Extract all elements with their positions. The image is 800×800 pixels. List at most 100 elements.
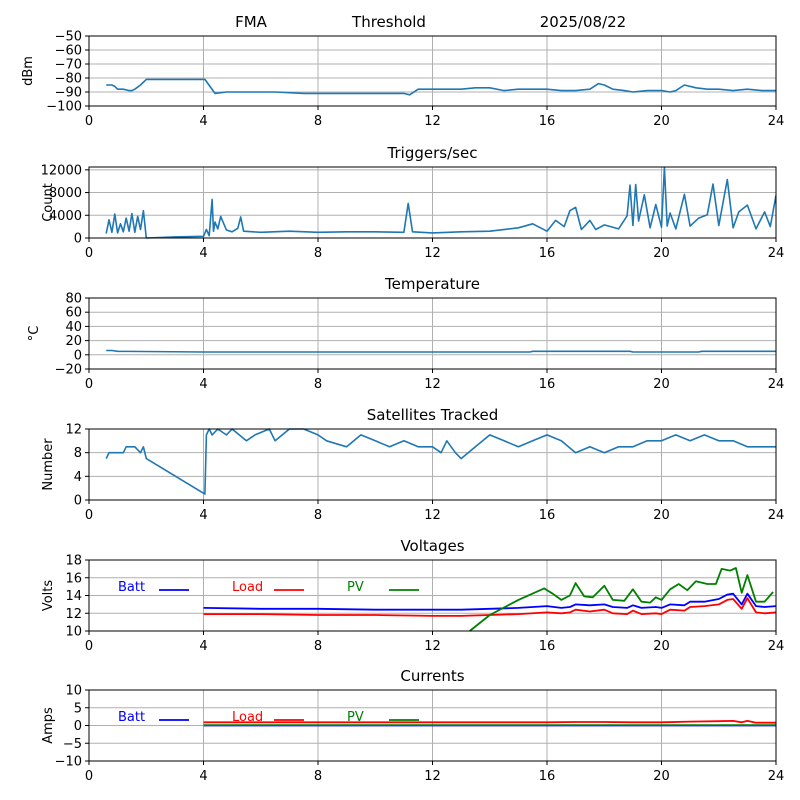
- y-tick-label: 12: [65, 423, 82, 438]
- y-tick-label: −70: [55, 58, 82, 73]
- x-tick-label: 16: [539, 508, 556, 523]
- x-tick-label: 12: [424, 246, 441, 261]
- panel-title: Satellites Tracked: [367, 406, 498, 424]
- y-tick-label: 8: [74, 446, 82, 461]
- series-line-currents-load: [203, 720, 776, 724]
- y-tick-label: 0: [74, 348, 82, 363]
- y-tick-label: 20: [65, 334, 82, 349]
- panel-title: Currents: [400, 667, 464, 685]
- x-tick-label: 4: [199, 508, 207, 523]
- y-tick-label: 0: [74, 719, 82, 734]
- legend-label-pv: PV: [347, 580, 364, 595]
- x-tick-label: 16: [539, 246, 556, 261]
- x-tick-label: 20: [653, 639, 670, 654]
- x-tick-label: 8: [314, 246, 322, 261]
- y-axis-label: dBm: [21, 56, 36, 86]
- series-line-triggers-0: [105, 166, 776, 239]
- x-tick-label: 20: [653, 114, 670, 129]
- y-tick-label: 12: [65, 607, 82, 622]
- x-tick-label: 16: [539, 114, 556, 129]
- x-tick-label: 12: [424, 639, 441, 654]
- x-tick-label: 8: [314, 639, 322, 654]
- x-tick-label: 4: [199, 639, 207, 654]
- y-axis-label: °C: [27, 326, 42, 342]
- series-line-voltages-load: [203, 597, 776, 617]
- y-axis-label: Number: [41, 438, 56, 491]
- y-tick-label: 18: [65, 554, 82, 569]
- legend-label-load: Load: [232, 580, 263, 595]
- y-axis-label: Count: [41, 183, 56, 222]
- legend-label-pv: PV: [347, 710, 364, 725]
- y-tick-label: 0: [74, 232, 82, 247]
- y-tick-label: −5: [63, 737, 82, 752]
- header-right: 2025/08/22: [540, 13, 626, 31]
- x-tick-label: 0: [85, 639, 93, 654]
- x-tick-label: 0: [85, 114, 93, 129]
- panel-satellites: 0 4 8 12 16 20 24 0 4 8 12 Satellites Tracked Number: [41, 406, 784, 523]
- x-tick-label: 0: [85, 246, 93, 261]
- y-tick-label: −60: [55, 44, 82, 59]
- y-tick-label: 0: [74, 494, 82, 509]
- x-tick-label: 12: [424, 377, 441, 392]
- series-line-voltages-batt: [203, 592, 776, 611]
- x-tick-label: 20: [653, 246, 670, 261]
- x-tick-label: 24: [768, 377, 785, 392]
- x-tick-label: 24: [768, 246, 785, 261]
- x-tick-label: 12: [424, 114, 441, 129]
- y-tick-label: −90: [55, 86, 82, 101]
- y-tick-label: 40: [65, 320, 82, 335]
- y-tick-label: 60: [65, 306, 82, 321]
- x-tick-label: 8: [314, 377, 322, 392]
- x-tick-label: 8: [314, 769, 322, 784]
- y-tick-label: 16: [65, 571, 82, 586]
- x-tick-label: 24: [768, 508, 785, 523]
- panel-title: Temperature: [384, 275, 480, 293]
- x-tick-label: 16: [539, 639, 556, 654]
- x-tick-label: 8: [314, 114, 322, 129]
- x-tick-label: 0: [85, 769, 93, 784]
- legend-label-batt: Batt: [118, 710, 145, 725]
- y-axis-label: Volts: [41, 580, 56, 612]
- x-tick-label: 24: [768, 639, 785, 654]
- y-tick-label: −100: [46, 100, 82, 115]
- y-tick-label: 10: [65, 684, 82, 699]
- legend-label-batt: Batt: [118, 580, 145, 595]
- x-tick-label: 24: [768, 114, 785, 129]
- x-tick-label: 4: [199, 769, 207, 784]
- x-tick-label: 12: [424, 508, 441, 523]
- y-tick-label: 80: [65, 292, 82, 307]
- series-line-voltages-pv: [469, 567, 774, 632]
- x-tick-label: 0: [85, 377, 93, 392]
- x-tick-label: 20: [653, 508, 670, 523]
- panel-voltages: 0 4 8 12 16 20 24 10 12 14 16 18 Voltages Volts Batt Lo…: [41, 537, 784, 654]
- y-tick-label: −10: [55, 755, 82, 770]
- x-tick-label: 12: [424, 769, 441, 784]
- y-tick-label: −50: [55, 30, 82, 45]
- header-left: FMA: [235, 13, 268, 31]
- header-center: Threshold: [351, 13, 426, 31]
- panel-title: Triggers/sec: [387, 144, 478, 162]
- panel-currents: 0 4 8 12 16 20 24 −10 −5 0 5 10 Currents Amps Batt Load…: [41, 667, 784, 784]
- x-tick-label: 4: [199, 377, 207, 392]
- panel-triggers: 0 4 8 12 16 20 24 0 4000 8000 12000 Triggers/sec Cou…: [41, 144, 785, 261]
- x-tick-label: 20: [653, 769, 670, 784]
- y-tick-label: 14: [65, 589, 82, 604]
- x-tick-label: 0: [85, 508, 93, 523]
- x-tick-label: 4: [199, 114, 207, 129]
- legend-label-load: Load: [232, 710, 263, 725]
- panel-title: Voltages: [400, 537, 464, 555]
- panel-dbm: 0 4 8 12 16 20 24 −100−90−80−70−60−50 dBm: [21, 30, 784, 130]
- y-tick-label: 4: [74, 470, 82, 485]
- x-tick-label: 8: [314, 508, 322, 523]
- series-line-dbm-0: [106, 78, 776, 96]
- x-tick-label: 16: [539, 377, 556, 392]
- x-tick-label: 24: [768, 769, 785, 784]
- y-tick-label: 12000: [41, 163, 82, 178]
- y-axis-label: Amps: [41, 707, 56, 744]
- x-tick-label: 16: [539, 769, 556, 784]
- y-tick-label: 4000: [49, 209, 82, 224]
- series-line-temperature-0: [106, 349, 776, 353]
